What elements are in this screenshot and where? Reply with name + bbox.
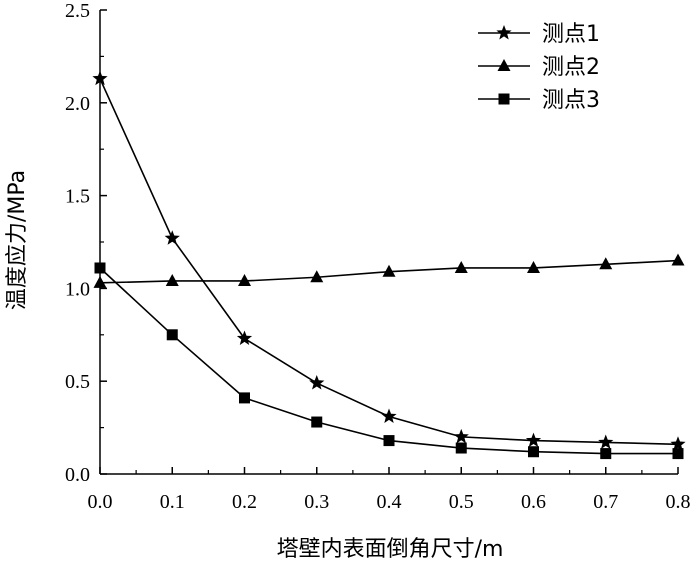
legend-label: 测点2 xyxy=(542,55,600,80)
y-tick-label: 2.0 xyxy=(65,93,90,115)
square-marker xyxy=(383,435,395,447)
y-tick-label: 1.0 xyxy=(65,278,90,300)
x-tick-label: 0.6 xyxy=(521,491,546,513)
triangle-marker xyxy=(527,260,540,273)
legend-item-3: 测点3 xyxy=(478,88,600,113)
triangle-marker xyxy=(599,257,613,270)
legend-item-1: 测点1 xyxy=(478,22,600,47)
y-tick-label: 0.0 xyxy=(65,464,90,486)
triangle-marker xyxy=(454,260,468,273)
x-tick-label: 0.4 xyxy=(377,491,402,513)
square-marker xyxy=(239,392,250,404)
y-axis-title: 温度应力/MPa xyxy=(5,170,30,310)
legend-item-2: 测点2 xyxy=(478,55,600,80)
legend-label: 测点3 xyxy=(542,88,600,113)
series-2 xyxy=(93,253,685,288)
series-line xyxy=(99,267,678,455)
square-marker xyxy=(600,448,612,460)
triangle-marker xyxy=(165,273,179,286)
triangle-marker xyxy=(497,59,511,71)
x-tick-label: 0.1 xyxy=(160,491,185,513)
star-marker xyxy=(525,432,542,448)
x-tick-label: 0.2 xyxy=(232,491,257,513)
x-tick-label: 0.8 xyxy=(666,491,691,513)
square-marker xyxy=(166,329,178,341)
square-marker xyxy=(455,442,467,454)
series-layer xyxy=(92,70,686,460)
series-line xyxy=(99,78,679,446)
series-3 xyxy=(94,262,684,460)
legend: 测点1 测点2 测点3 xyxy=(478,22,600,113)
square-marker xyxy=(498,93,510,105)
x-tick-label: 0.5 xyxy=(449,491,474,513)
star-marker xyxy=(164,230,180,245)
star-marker xyxy=(309,375,325,390)
star-marker xyxy=(670,436,686,451)
triangle-marker xyxy=(93,275,107,288)
triangle-marker xyxy=(238,273,251,286)
x-tick-label: 0.7 xyxy=(593,491,618,513)
star-marker xyxy=(381,408,397,423)
square-marker xyxy=(672,448,684,460)
y-tick-label: 1.5 xyxy=(65,186,90,208)
legend-label: 测点1 xyxy=(542,22,600,47)
star-marker xyxy=(92,70,108,86)
series-1 xyxy=(92,70,686,451)
x-axis-title: 塔壁内表面倒角尺寸/m xyxy=(277,537,504,562)
square-marker xyxy=(311,416,323,428)
x-tick-label: 0.0 xyxy=(88,491,113,513)
x-tick-label: 0.3 xyxy=(304,491,329,513)
square-marker xyxy=(528,446,539,458)
triangle-marker xyxy=(382,264,396,277)
star-marker xyxy=(598,434,614,449)
star-marker xyxy=(453,428,469,444)
y-tick-label: 0.5 xyxy=(65,371,90,393)
square-marker xyxy=(94,262,106,274)
triangle-marker xyxy=(310,270,324,283)
triangle-marker xyxy=(671,253,685,266)
axes: 0.0 0.1 0.2 0.3 0.4 0.5 0.6 0.7 0.8 0.0 0.5 1.0 1.5 2… xyxy=(65,0,691,513)
star-marker xyxy=(236,330,253,345)
y-tick-label: 2.5 xyxy=(65,0,90,22)
star-marker xyxy=(496,25,512,40)
